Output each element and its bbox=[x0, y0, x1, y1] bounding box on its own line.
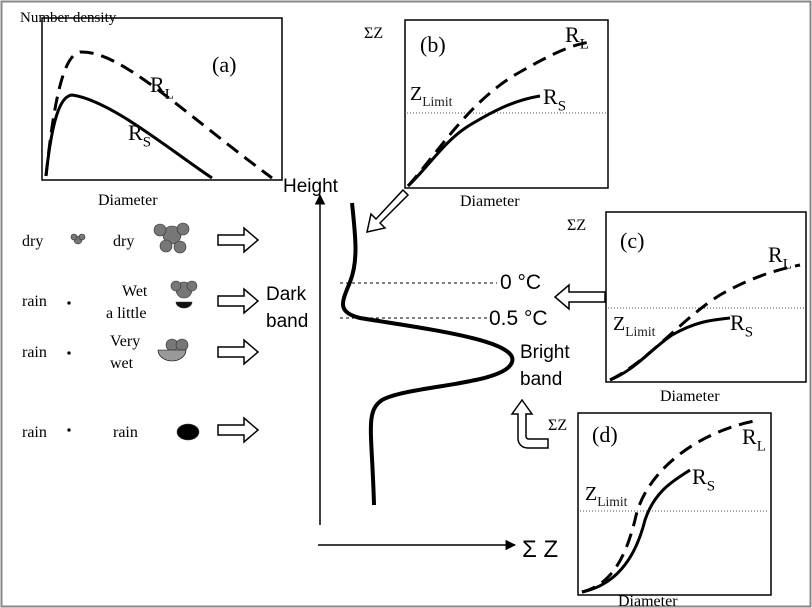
raindrop bbox=[177, 424, 199, 440]
z-limit-label-base: Z bbox=[613, 313, 625, 335]
rl-label-sub: L bbox=[757, 439, 766, 455]
dark-band: band bbox=[266, 311, 308, 332]
z-limit-label-sub: Limit bbox=[597, 494, 627, 509]
z-limit-label-sub: Limit bbox=[422, 94, 452, 109]
snow-small bbox=[71, 234, 77, 240]
y-label: ΣZ bbox=[567, 217, 586, 234]
bright-band: band bbox=[520, 369, 562, 390]
x-label: Diameter bbox=[98, 192, 158, 209]
rl-label-base: R bbox=[768, 242, 783, 267]
y-label: ΣZ bbox=[364, 25, 383, 42]
rl-label-base: R bbox=[565, 22, 580, 47]
drop bbox=[68, 302, 71, 305]
row-right: wet bbox=[110, 355, 134, 372]
row-left: rain bbox=[22, 344, 47, 361]
row-right: dry bbox=[113, 233, 134, 250]
z-limit-label-sub: Limit bbox=[625, 324, 655, 339]
snowflake bbox=[160, 240, 172, 252]
snowflake bbox=[154, 224, 166, 236]
level-label: 0.5 °C bbox=[489, 307, 548, 330]
panel-box bbox=[42, 18, 282, 180]
dark-band: Dark bbox=[266, 284, 307, 305]
row-right: a little bbox=[106, 305, 146, 322]
rl-label-sub: L bbox=[580, 37, 589, 53]
row-right: Very bbox=[110, 333, 140, 350]
bright-band: Bright bbox=[520, 342, 570, 363]
x-label: Diameter bbox=[618, 593, 678, 608]
panel-label: (c) bbox=[620, 228, 644, 253]
diagram: dry dry rain Wet a little rain Very wet … bbox=[0, 0, 812, 608]
snowflake bbox=[174, 241, 186, 253]
rs-label-base: R bbox=[730, 310, 745, 335]
melting-flake bbox=[187, 281, 197, 291]
height-label: Height bbox=[283, 176, 339, 197]
melting-flake bbox=[171, 281, 181, 291]
rs-label-base: R bbox=[543, 84, 558, 109]
snow-small bbox=[79, 234, 85, 240]
y-label: ΣZ bbox=[548, 417, 567, 434]
panel-label: (a) bbox=[212, 52, 236, 77]
snowflake bbox=[177, 223, 189, 235]
x-label: Diameter bbox=[660, 388, 720, 405]
rs-label-sub: S bbox=[558, 99, 566, 115]
rs-label-sub: S bbox=[707, 479, 715, 495]
rl-label-sub: L bbox=[165, 87, 174, 103]
level-label: 0 °C bbox=[500, 271, 541, 294]
z-limit-label-base: Z bbox=[585, 483, 597, 505]
rl-label-base: R bbox=[742, 424, 757, 449]
row-right: rain bbox=[113, 424, 138, 441]
x-label: Diameter bbox=[460, 193, 520, 210]
wet-flake bbox=[176, 339, 188, 351]
panel-label: (b) bbox=[420, 32, 446, 57]
z-label: Σ Z bbox=[522, 536, 558, 563]
rl-label-base: R bbox=[150, 72, 165, 97]
drop bbox=[68, 429, 71, 432]
rl-label-sub: L bbox=[783, 257, 792, 273]
rs-label-sub: S bbox=[745, 325, 753, 341]
z-limit-label-base: Z bbox=[410, 83, 422, 105]
rs-label-base: R bbox=[692, 464, 707, 489]
row-left: rain bbox=[22, 293, 47, 310]
rs-label-sub: S bbox=[143, 135, 151, 151]
panel-label: (d) bbox=[592, 422, 618, 447]
row-left: rain bbox=[22, 424, 47, 441]
row-left: dry bbox=[22, 233, 43, 250]
page: {"panels": { "a": {"label": "(a)", "y_la… bbox=[0, 0, 812, 608]
drop bbox=[68, 352, 71, 355]
row-right: Wet bbox=[122, 283, 148, 300]
rs-label-base: R bbox=[128, 120, 143, 145]
y-label: Number density bbox=[20, 10, 117, 26]
